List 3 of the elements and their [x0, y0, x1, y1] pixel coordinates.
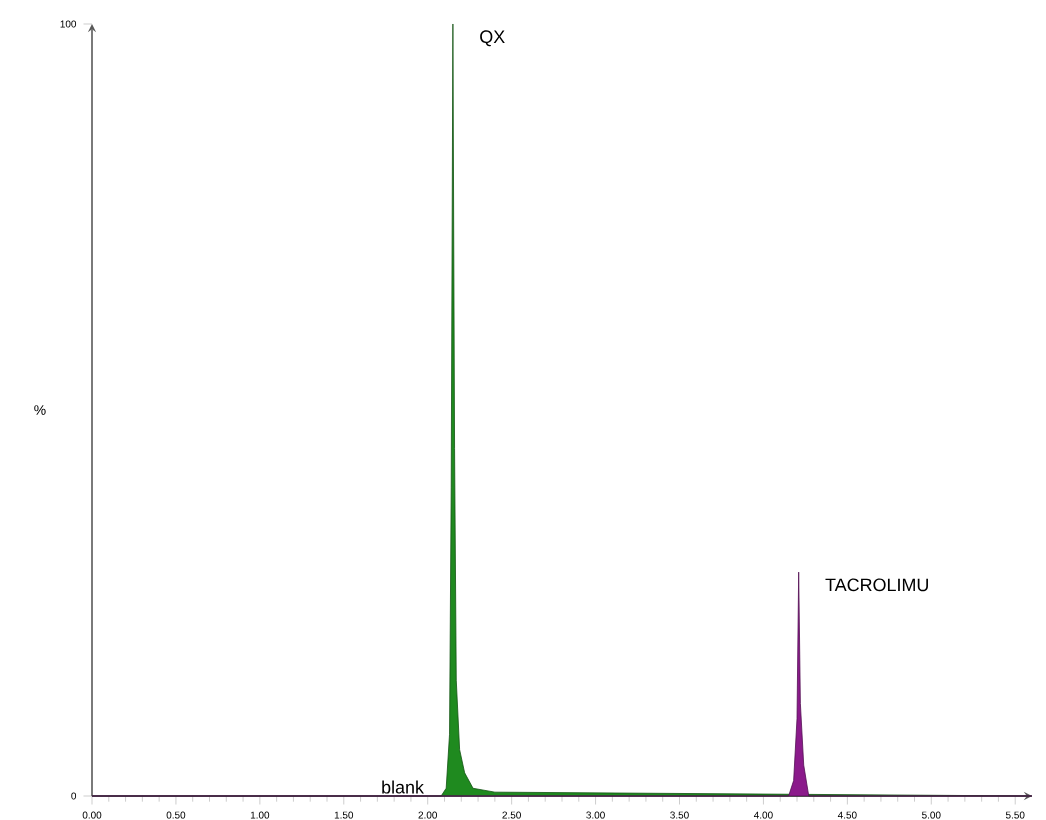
annotation: blank [382, 780, 424, 794]
series-label: TACROLIMU [825, 578, 928, 592]
series-label: QX [480, 30, 505, 47]
